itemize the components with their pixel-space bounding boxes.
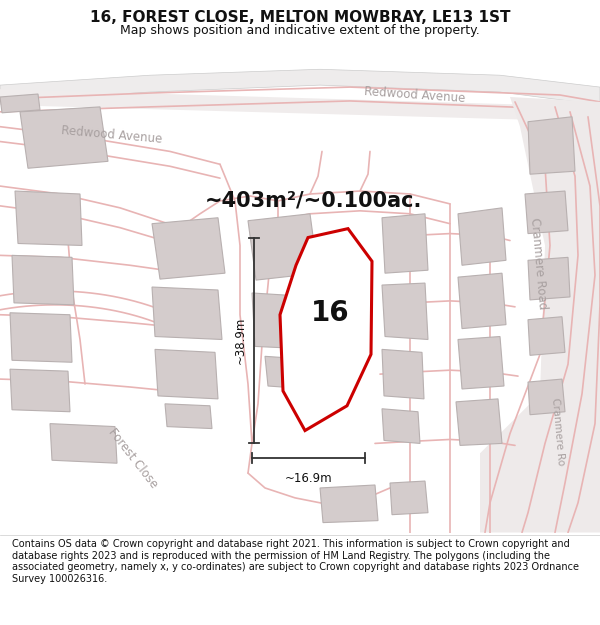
Polygon shape <box>528 317 565 356</box>
Polygon shape <box>12 256 74 305</box>
Polygon shape <box>20 107 108 168</box>
Polygon shape <box>458 336 504 389</box>
Text: Map shows position and indicative extent of the property.: Map shows position and indicative extent… <box>120 24 480 37</box>
Polygon shape <box>528 258 570 300</box>
Polygon shape <box>528 117 575 174</box>
Polygon shape <box>382 409 420 443</box>
Polygon shape <box>0 69 600 105</box>
Polygon shape <box>525 191 568 234</box>
Polygon shape <box>50 424 117 463</box>
Text: Redwood Avenue: Redwood Avenue <box>364 85 466 105</box>
Polygon shape <box>382 349 424 399</box>
Polygon shape <box>265 356 310 389</box>
Polygon shape <box>248 214 318 280</box>
Text: Cranmere Ro: Cranmere Ro <box>550 398 566 466</box>
Text: Contains OS data © Crown copyright and database right 2021. This information is : Contains OS data © Crown copyright and d… <box>12 539 579 584</box>
Polygon shape <box>252 293 318 349</box>
Polygon shape <box>10 312 72 362</box>
Polygon shape <box>155 349 218 399</box>
Polygon shape <box>165 404 212 429</box>
Text: Redwood Avenue: Redwood Avenue <box>61 124 163 146</box>
Text: Forest Close: Forest Close <box>106 426 160 491</box>
Text: 16, FOREST CLOSE, MELTON MOWBRAY, LE13 1ST: 16, FOREST CLOSE, MELTON MOWBRAY, LE13 1… <box>90 11 510 26</box>
Polygon shape <box>0 94 40 113</box>
Polygon shape <box>390 481 428 514</box>
Polygon shape <box>528 379 565 415</box>
Polygon shape <box>456 399 502 446</box>
Polygon shape <box>10 369 70 412</box>
Polygon shape <box>15 191 82 246</box>
Text: ~16.9m: ~16.9m <box>284 472 332 485</box>
Text: 16: 16 <box>310 299 349 327</box>
Polygon shape <box>0 89 600 122</box>
Polygon shape <box>458 273 506 329</box>
Text: ~403m²/~0.100ac.: ~403m²/~0.100ac. <box>205 191 422 211</box>
Polygon shape <box>382 283 428 339</box>
Text: Cranmere Road: Cranmere Road <box>527 217 548 309</box>
Polygon shape <box>280 229 372 431</box>
Polygon shape <box>382 214 428 273</box>
Polygon shape <box>458 208 506 265</box>
Polygon shape <box>152 287 222 339</box>
Polygon shape <box>320 485 378 522</box>
Polygon shape <box>152 217 225 279</box>
Text: ~38.9m: ~38.9m <box>234 317 247 364</box>
Polygon shape <box>480 97 600 532</box>
